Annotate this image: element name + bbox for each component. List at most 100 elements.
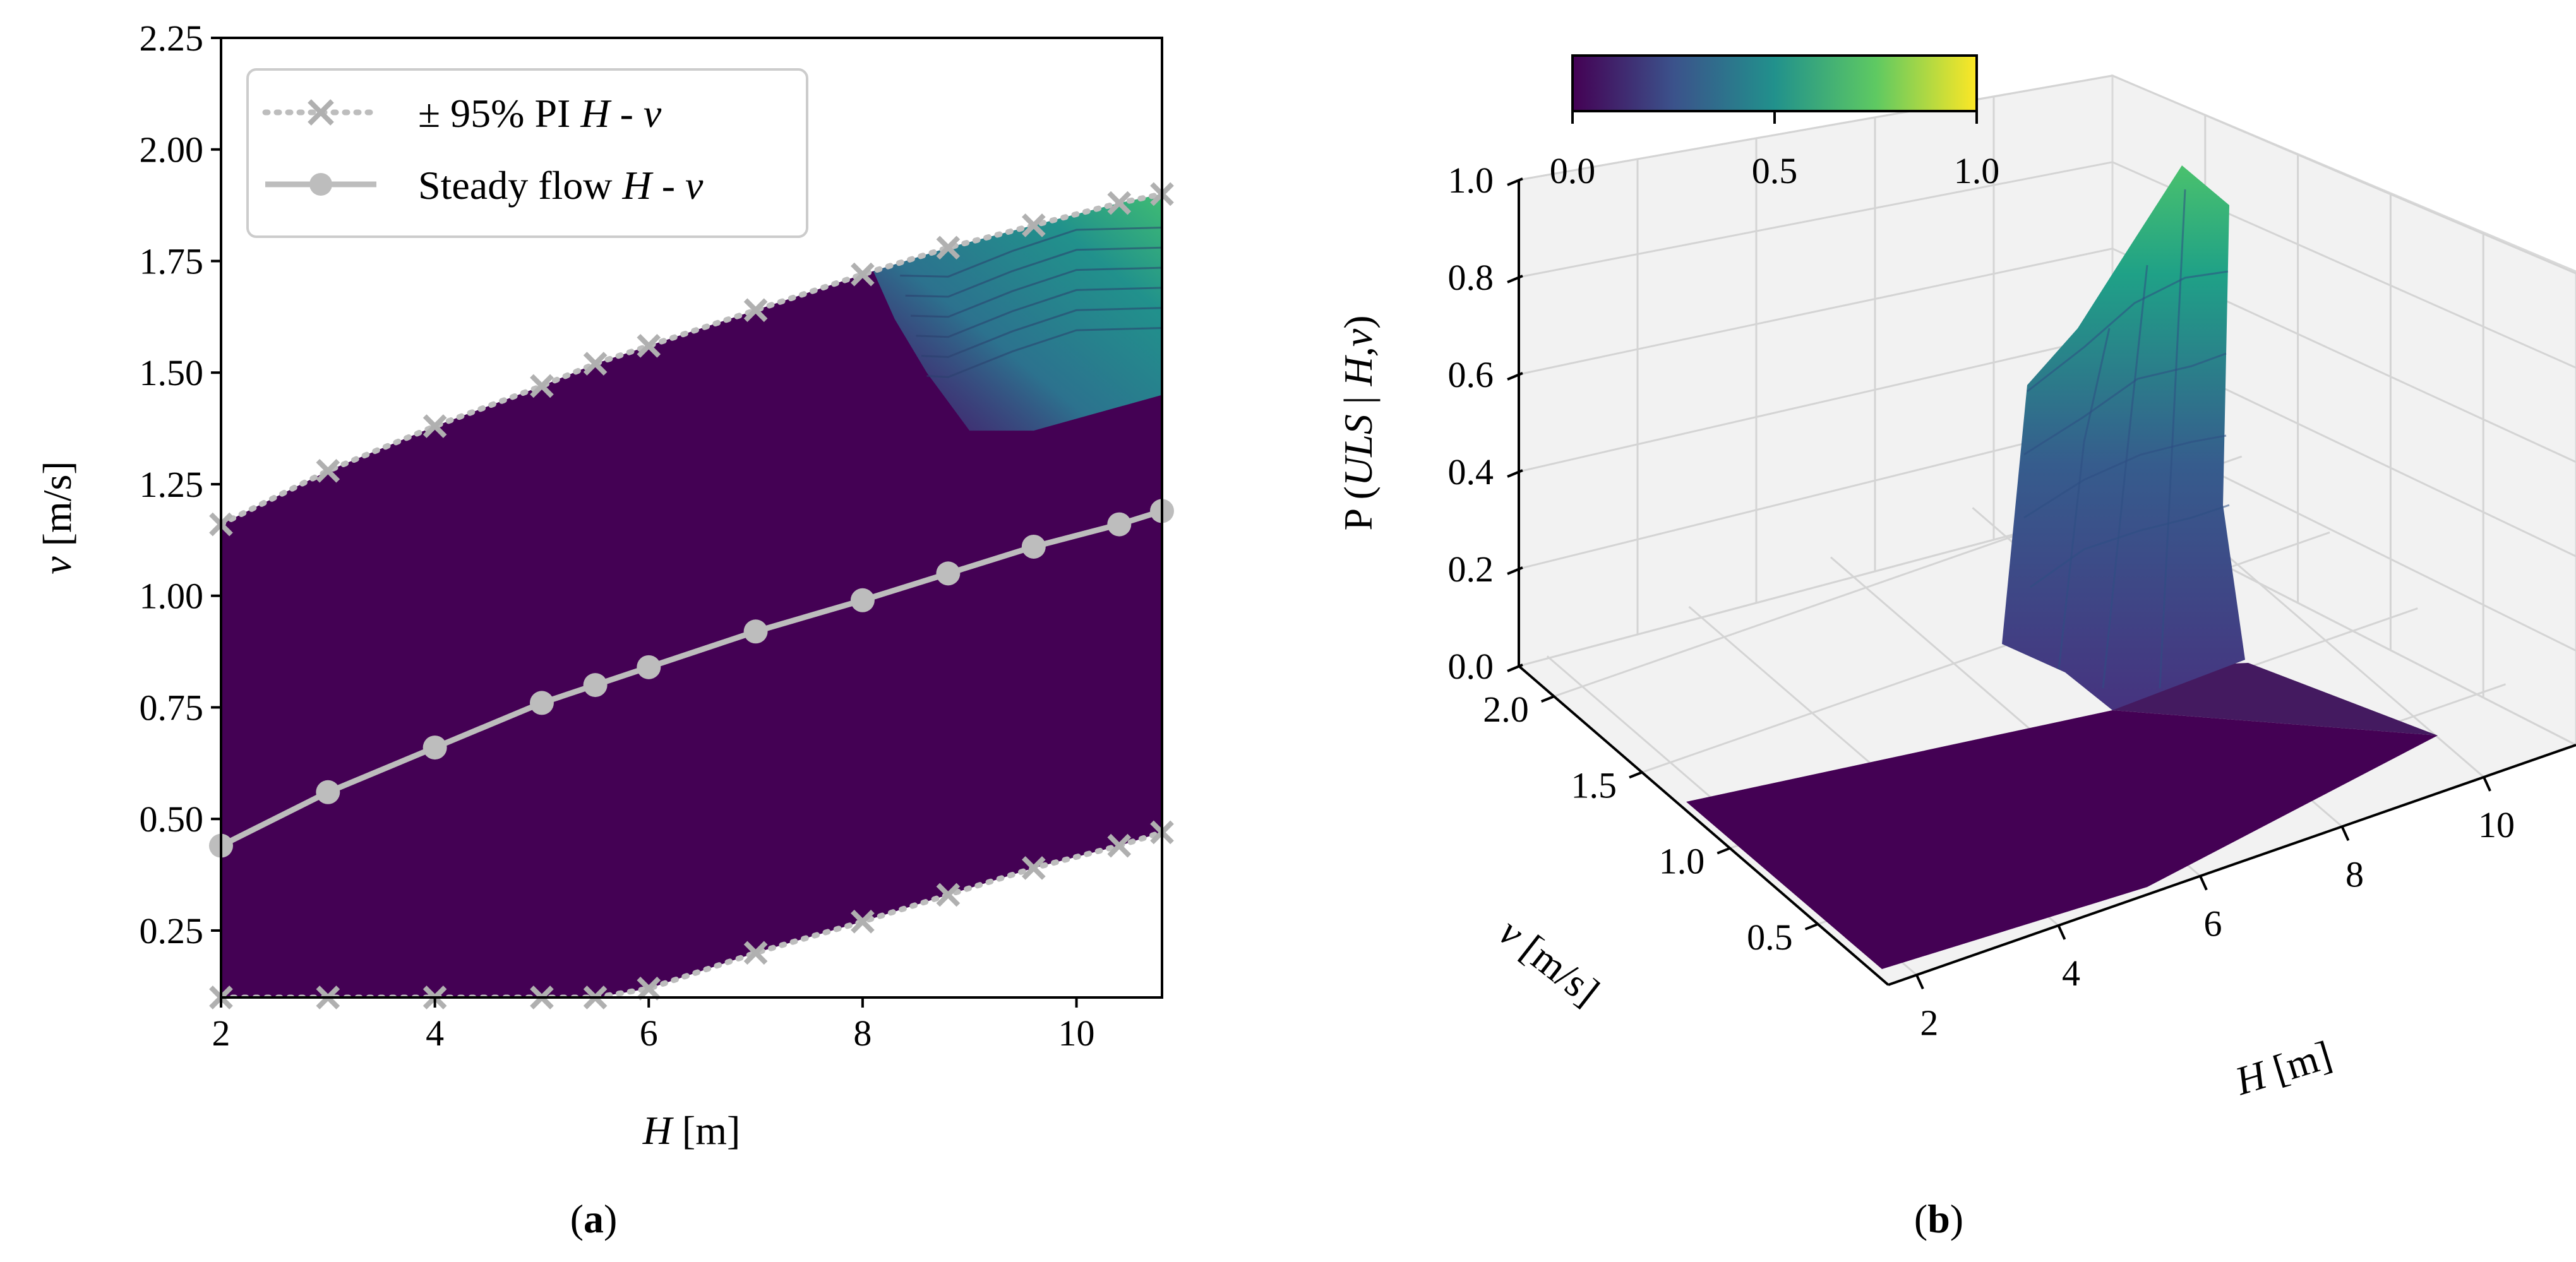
axes-frame [220, 37, 1163, 999]
contour-line [900, 227, 1162, 278]
pi-lower-marker [743, 941, 768, 965]
contour-line [916, 287, 1162, 338]
steady-flow-marker [583, 673, 608, 698]
y-tick-label: 2.00 [140, 129, 204, 170]
legend-box [246, 68, 808, 238]
h-axis-label: H [m] [2229, 1032, 2337, 1104]
h-axis-line [1888, 744, 2576, 986]
steady-flow-marker [1021, 534, 1046, 559]
steady-flow-markers [209, 499, 1174, 858]
p-tick-mark [1507, 372, 1523, 381]
colorbar-ticks: 0.0 0.5 1.0 [1550, 111, 2000, 191]
steady-flow-line [221, 508, 1162, 848]
p-tick-label: 0.2 [1448, 549, 1494, 590]
pi-upper-marker [851, 262, 875, 287]
h-tick-mark [2340, 826, 2350, 842]
pi-upper-marker [743, 298, 768, 323]
h-axis-ticks: 2 4 6 8 10 [1915, 777, 2515, 1043]
v-tick-mark [1540, 695, 1555, 703]
h-tick-mark [2483, 777, 2491, 792]
contour-line [905, 246, 1162, 298]
p-axis-label: P (ULS | H,v) [1336, 315, 1381, 530]
h-tick-label: 8 [2345, 854, 2364, 895]
contour-line [926, 327, 1162, 378]
panel-a-tag: (a) [570, 1196, 618, 1241]
colorbar-tick-label: 0.0 [1550, 150, 1596, 191]
prediction-band-field [221, 194, 1162, 997]
x-tick-label: 4 [426, 1013, 444, 1054]
contour-line [921, 307, 1162, 359]
y-axis-label: v [m/s] [35, 461, 80, 574]
h-tick-label: 2 [1920, 1002, 1938, 1043]
p-tick-mark [1507, 469, 1523, 478]
steady-flow-marker [936, 561, 961, 586]
pi-upper-marker [936, 235, 961, 260]
v-tick-label: 1.5 [1571, 765, 1617, 806]
steady-flow-marker [422, 735, 447, 760]
pi-upper-marker [1021, 213, 1046, 237]
panel-a-contour-plot: 2 4 6 8 10 0.25 0.50 0.75 1.00 1.25 1.50 1.75 2.00 2… [35, 18, 1174, 1241]
legend-pi-marker [308, 99, 334, 126]
y-tick-label: 0.75 [140, 687, 204, 728]
pi-upper-marker [530, 374, 554, 398]
colorbar-tick-label: 0.5 [1752, 150, 1798, 191]
legend: ± 95% PI H - v Steady flow H - v [246, 68, 808, 238]
y-tick-label: 0.25 [140, 910, 204, 951]
y-tick-label: 1.50 [140, 352, 204, 393]
v-tick-mark [1716, 847, 1731, 855]
x-tick-label: 10 [1058, 1013, 1095, 1054]
p-tick-label: 0.4 [1448, 451, 1494, 492]
h-tick-mark [2199, 875, 2208, 891]
steady-flow-marker [743, 619, 768, 644]
legend-pi-label: ± 95% PI H - v [418, 91, 662, 136]
pi-lower-marker [637, 977, 661, 1001]
contour-line [911, 266, 1162, 318]
steady-flow-marker [850, 588, 875, 612]
y-tick-label: 1.25 [140, 464, 204, 505]
v-tick-label: 0.5 [1747, 917, 1793, 958]
colorbar-tick-label: 1.0 [1954, 150, 2000, 191]
v-tick-mark [1804, 922, 1819, 931]
x-tick-label: 8 [853, 1013, 872, 1054]
panel-b-surface-plot: 0.0 0.2 0.4 0.6 0.8 1.0 0.5 1.0 1.5 2.0 2 4 6 8 10 P… [1336, 54, 2576, 1241]
p-tick-mark [1507, 664, 1523, 672]
p-axis-ticks: 0.0 0.2 0.4 0.6 0.8 1.0 [1448, 160, 1523, 687]
steady-flow-marker [316, 780, 340, 804]
p-tick-mark [1507, 566, 1523, 575]
pi-lower-marker [1107, 833, 1132, 858]
colorbar [1571, 54, 1978, 112]
surface-peak [2002, 165, 2245, 710]
pi-lower-marker [851, 909, 875, 934]
p-tick-label: 0.8 [1448, 257, 1494, 298]
contour-lines [900, 227, 1162, 378]
p-tick-label: 1.0 [1448, 160, 1494, 201]
v-tick-label: 1.0 [1659, 841, 1705, 882]
legend-steady-label: Steady flow H - v [418, 163, 704, 208]
y-axis-ticks: 0.25 0.50 0.75 1.00 1.25 1.50 1.75 2.00 2.25 [140, 18, 221, 951]
v-axis-line [1518, 665, 1890, 986]
p-tick-mark [1507, 177, 1523, 186]
pi-upper-marker [583, 352, 608, 376]
v-axis-ticks: 0.5 1.0 1.5 2.0 [1483, 689, 1819, 958]
y-tick-label: 1.00 [140, 576, 204, 617]
pi-upper-line [221, 191, 1162, 528]
pi-upper-marker [1107, 191, 1132, 215]
panel-b-tag: (b) [1914, 1196, 1963, 1241]
x-axis-label: H [m] [642, 1108, 741, 1153]
x-tick-label: 2 [212, 1013, 231, 1054]
steady-flow-marker [637, 655, 661, 679]
surface-peak-facets [2023, 189, 2230, 689]
h-tick-mark [1915, 974, 1924, 990]
pi-upper-marker [422, 414, 447, 438]
pi-upper-marker [316, 458, 340, 483]
p-tick-label: 0.0 [1448, 646, 1494, 687]
x-tick-label: 6 [640, 1013, 658, 1054]
p-tick-label: 0.6 [1448, 354, 1494, 395]
pi-upper-marker [637, 333, 661, 358]
legend-steady-marker [309, 173, 332, 196]
x-axis-ticks: 2 4 6 8 10 [212, 997, 1095, 1054]
surface-base [1686, 710, 2438, 969]
h-tick-label: 10 [2478, 804, 2515, 845]
y-tick-label: 2.25 [140, 18, 204, 59]
